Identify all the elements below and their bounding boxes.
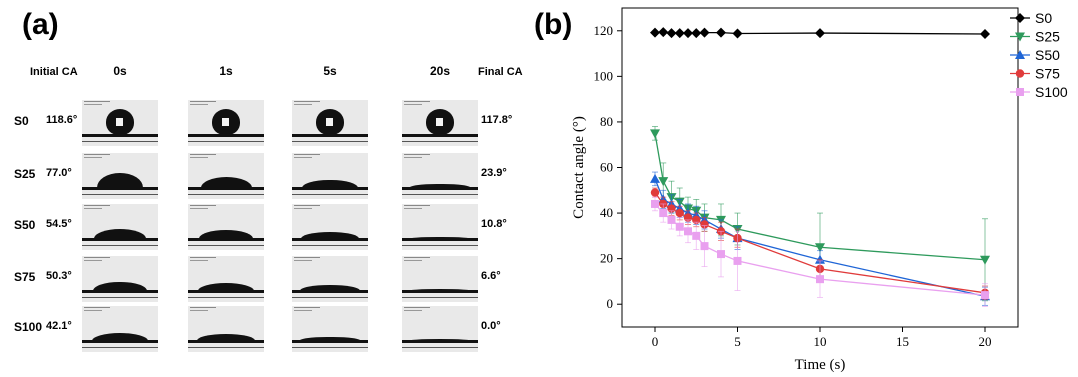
sample-label-s75: S75 — [14, 270, 36, 284]
initial-ca-header: Initial CA — [30, 66, 78, 78]
droplet-image — [402, 256, 478, 302]
data-point-s0 — [666, 28, 677, 39]
droplet-image — [292, 100, 368, 146]
data-point-s0 — [658, 27, 669, 38]
data-point-s0 — [716, 27, 726, 38]
data-point-s100 — [816, 275, 824, 284]
droplet-image — [402, 306, 478, 352]
data-point-s50 — [650, 173, 660, 183]
droplet-image — [292, 256, 368, 302]
legend-marker-s100 — [1016, 88, 1024, 96]
droplet-image — [188, 204, 264, 250]
droplet-image — [82, 306, 158, 352]
initial-ca-value: 42.1° — [46, 320, 72, 332]
droplet-image — [402, 153, 478, 199]
legend-label-s25: S25 — [1035, 29, 1060, 45]
legend-label-s100: S100 — [1035, 84, 1068, 100]
sample-label-s100: S100 — [14, 320, 43, 334]
time-header-20s: 20s — [429, 64, 451, 78]
data-point-s100 — [692, 231, 701, 240]
time-header-1s: 1s — [219, 64, 233, 78]
legend-label-s50: S50 — [1035, 47, 1060, 63]
x-tick-label: 15 — [896, 334, 909, 349]
x-tick-label: 20 — [979, 334, 992, 349]
panel-b-label: (b) — [534, 8, 573, 41]
droplet-image — [402, 100, 478, 146]
data-point-s100 — [981, 291, 989, 300]
data-point-s75 — [650, 188, 660, 197]
data-point-s0 — [732, 28, 743, 39]
legend-marker-s50 — [1015, 50, 1025, 59]
panel-a-label: (a) — [22, 8, 59, 41]
data-point-s0 — [980, 28, 990, 39]
droplet-image — [292, 306, 368, 352]
time-header-0s: 0s — [113, 64, 127, 78]
y-tick-label: 80 — [600, 114, 613, 129]
final-ca-header: Final CA — [478, 66, 523, 78]
data-point-s100 — [675, 222, 684, 231]
droplet-image — [188, 153, 264, 199]
y-tick-label: 60 — [600, 160, 613, 175]
data-point-s100 — [700, 242, 709, 251]
droplet-image — [82, 204, 158, 250]
droplet-image — [188, 306, 264, 352]
droplet-image — [82, 100, 158, 146]
data-point-s100 — [651, 199, 659, 208]
data-point-s25 — [658, 177, 669, 187]
droplet-image — [292, 204, 368, 250]
data-point-s0 — [691, 28, 702, 39]
droplet-image — [82, 256, 158, 302]
y-tick-label: 100 — [594, 68, 614, 83]
final-ca-value: 117.8° — [481, 114, 513, 126]
data-point-s100 — [659, 209, 668, 218]
final-ca-value: 10.8° — [481, 218, 507, 230]
data-point-s0 — [699, 27, 710, 38]
sample-label-s50: S50 — [14, 218, 36, 232]
data-point-s100 — [684, 227, 692, 236]
data-point-s25 — [980, 255, 990, 265]
y-tick-label: 120 — [594, 23, 614, 38]
x-tick-label: 10 — [814, 334, 827, 349]
sample-label-s25: S25 — [14, 167, 36, 181]
data-point-s50 — [815, 254, 825, 264]
droplet-image — [82, 153, 158, 199]
data-point-s75 — [700, 220, 709, 229]
droplet-image — [188, 256, 264, 302]
data-point-s0 — [650, 27, 660, 38]
data-point-s75 — [675, 208, 684, 218]
legend-marker-s25 — [1015, 32, 1025, 42]
y-tick-label: 20 — [600, 251, 613, 266]
y-tick-label: 0 — [607, 296, 614, 311]
x-tick-label: 0 — [652, 334, 659, 349]
droplet-image — [188, 100, 264, 146]
legend-marker-s75 — [1015, 69, 1025, 78]
data-point-s100 — [717, 250, 725, 259]
final-ca-value: 0.0° — [481, 320, 501, 332]
final-ca-value: 23.9° — [481, 167, 507, 179]
y-axis-label: Contact angle (°) — [571, 116, 587, 219]
legend-label-s0: S0 — [1035, 10, 1052, 26]
legend-label-s75: S75 — [1035, 66, 1060, 82]
droplet-image — [402, 204, 478, 250]
initial-ca-value: 54.5° — [46, 218, 72, 230]
initial-ca-value: 50.3° — [46, 270, 72, 282]
initial-ca-value: 77.0° — [46, 167, 72, 179]
data-point-s100 — [733, 256, 742, 265]
sample-label-s0: S0 — [14, 114, 29, 128]
droplet-image — [292, 153, 368, 199]
x-tick-label: 5 — [734, 334, 741, 349]
data-point-s0 — [815, 28, 825, 39]
legend-marker-s0 — [1015, 13, 1025, 23]
x-axis-label: Time (s) — [795, 357, 846, 373]
initial-ca-value: 118.6° — [46, 114, 78, 126]
time-header-5s: 5s — [323, 64, 337, 78]
data-point-s0 — [674, 28, 685, 39]
data-point-s100 — [667, 215, 676, 224]
y-tick-label: 40 — [600, 205, 613, 220]
data-point-s25 — [650, 129, 660, 139]
final-ca-value: 6.6° — [481, 270, 501, 282]
data-point-s25 — [815, 243, 825, 253]
data-point-s0 — [683, 28, 693, 39]
